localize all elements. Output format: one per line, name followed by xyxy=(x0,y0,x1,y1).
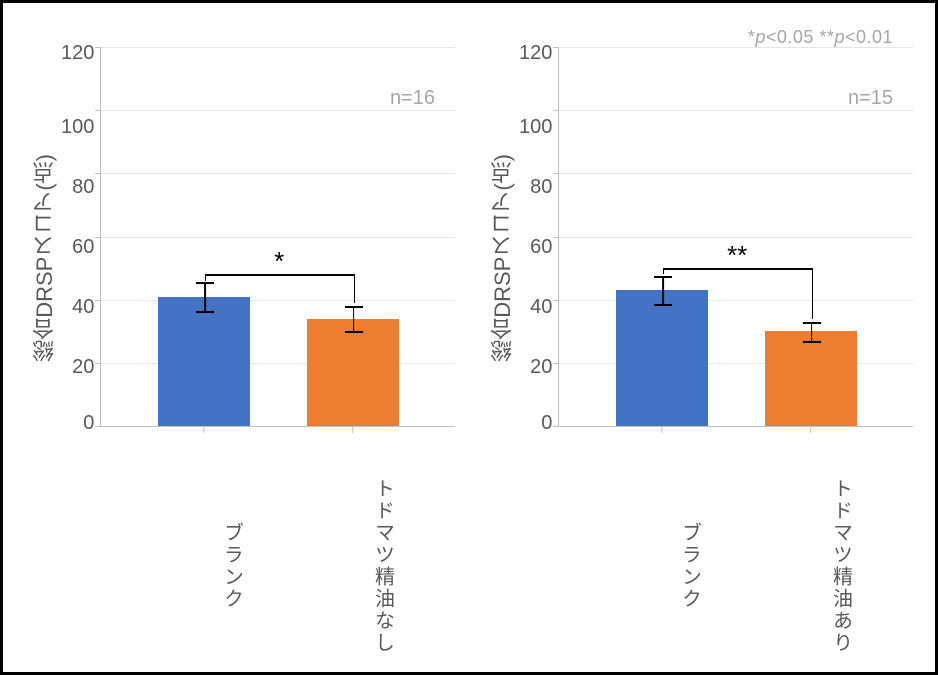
ytick: 80 xyxy=(72,177,94,197)
plot-area-right: ** xyxy=(558,47,913,427)
plot-area-left: * xyxy=(100,47,455,427)
bar xyxy=(158,297,250,426)
ytick: 100 xyxy=(519,117,552,137)
significance-marker: ** xyxy=(727,242,747,268)
ytick: 100 xyxy=(61,117,94,137)
bar-slot xyxy=(307,319,399,426)
ytick: 60 xyxy=(72,237,94,257)
bar-slot xyxy=(765,331,857,426)
y-axis-label-right: 総合DRSPスコア(点) xyxy=(483,154,519,362)
x-label: ブランク xyxy=(613,478,705,654)
significance-marker: * xyxy=(274,248,284,274)
bar-slot xyxy=(158,297,250,426)
x-label: トドマツ精油あり xyxy=(764,478,856,654)
x-labels-left: ブランク トドマツ精油なし xyxy=(97,468,455,654)
y-axis-label-left: 総合DRSPスコア(点) xyxy=(25,154,61,362)
panel-right: *p<0.05 **p<0.01 n=15 総合DRSPスコア(点) 120 1… xyxy=(483,21,913,654)
x-label: トドマツ精油なし xyxy=(306,478,398,654)
ytick: 60 xyxy=(530,237,552,257)
ytick: 40 xyxy=(530,297,552,317)
significance-legend: *p<0.05 **p<0.01 xyxy=(748,27,893,48)
ytick: 0 xyxy=(541,413,552,433)
figure-frame: n=16 総合DRSPスコア(点) 120 100 80 60 40 20 0 … xyxy=(0,0,938,675)
bar xyxy=(765,331,857,426)
ytick: 0 xyxy=(83,413,94,433)
ytick: 120 xyxy=(519,43,552,63)
bar-slot xyxy=(616,290,708,426)
ytick: 20 xyxy=(72,357,94,377)
bar xyxy=(616,290,708,426)
x-label: ブランク xyxy=(155,478,247,654)
ytick: 120 xyxy=(61,43,94,63)
ytick: 20 xyxy=(530,357,552,377)
panel-left: n=16 総合DRSPスコア(点) 120 100 80 60 40 20 0 … xyxy=(25,21,455,654)
ytick: 80 xyxy=(530,177,552,197)
ytick: 40 xyxy=(72,297,94,317)
x-labels-right: ブランク トドマツ精油あり xyxy=(555,468,913,654)
bar xyxy=(307,319,399,426)
